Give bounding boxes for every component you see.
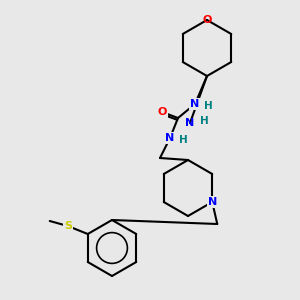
- Text: H: H: [204, 101, 212, 111]
- Text: N: N: [190, 99, 200, 109]
- Text: H: H: [178, 135, 188, 145]
- Text: H: H: [200, 116, 208, 126]
- Text: N: N: [185, 118, 195, 128]
- Text: O: O: [157, 107, 167, 117]
- Text: O: O: [202, 15, 212, 25]
- Text: N: N: [165, 133, 175, 143]
- Text: S: S: [64, 221, 72, 231]
- Text: N: N: [208, 197, 217, 207]
